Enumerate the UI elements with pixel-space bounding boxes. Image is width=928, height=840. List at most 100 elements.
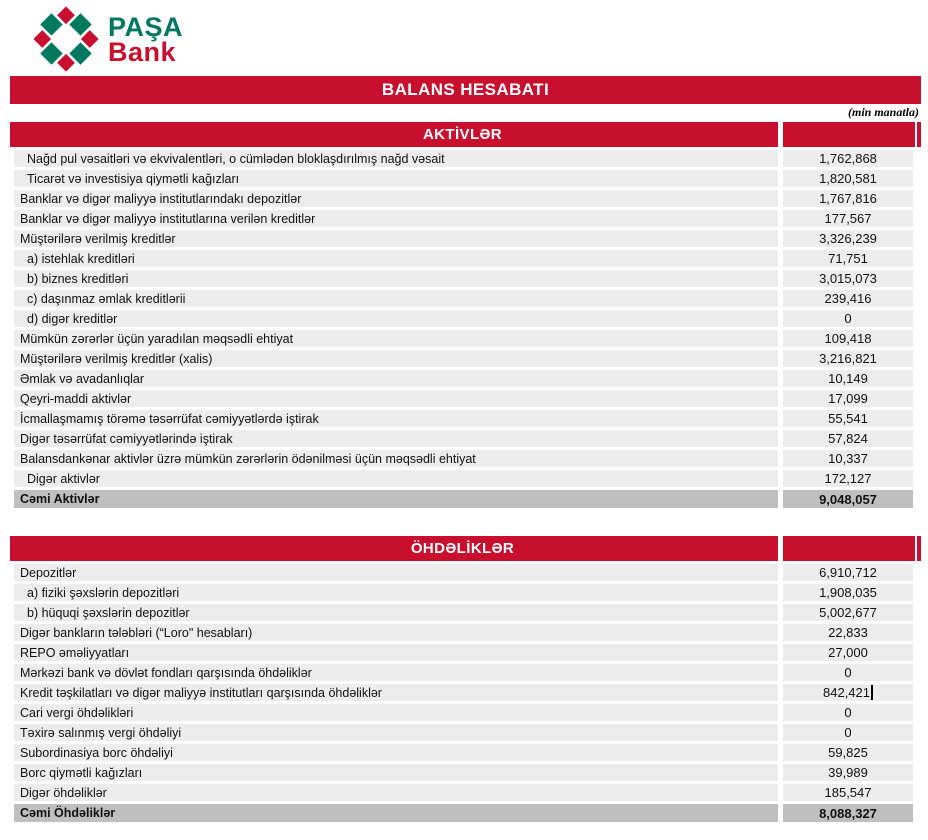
table-row: Banklar və digər maliyyə institutlarında… [10, 190, 921, 207]
row-label: Əmlak və avadanlıqlar [14, 370, 778, 387]
row-value: 3,015,073 [783, 270, 913, 287]
section-header: ÖHDƏLİKLƏR [10, 536, 915, 561]
table-row: Əmlak və avadanlıqlar 10,149 [10, 370, 921, 387]
table-row: a) istehlak kreditləri 71,751 [10, 250, 921, 267]
table-row: Depozitlər 6,910,712 [10, 564, 921, 581]
report-title-bar: BALANS HESABATI [10, 76, 921, 104]
row-label: Cari vergi öhdəlikləri [14, 704, 778, 721]
table-row: Subordinasiya borc öhdəliyi 59,825 [10, 744, 921, 761]
brand-name-bank: Bank [108, 37, 177, 67]
row-value: 39,989 [783, 764, 913, 781]
table-row: REPO əməliyyatları 27,000 [10, 644, 921, 661]
total-row: Cəmi Aktivlər 9,048,057 [10, 490, 921, 508]
row-value: 0 [783, 704, 913, 721]
row-value: 0 [783, 664, 913, 681]
row-value: 172,127 [783, 470, 913, 487]
report-title: BALANS HESABATI [381, 80, 550, 99]
row-label: Kredit təşkilatları və digər maliyyə ins… [14, 684, 778, 701]
row-value: 57,824 [783, 430, 913, 447]
row-value: 6,910,712 [783, 564, 913, 581]
row-value: 59,825 [783, 744, 913, 761]
row-label: b) biznes kreditləri [14, 270, 778, 287]
table-row: Nağd pul vəsaitləri və ekvivalentləri, o… [10, 150, 921, 167]
row-label: Qeyri-maddi aktivlər [14, 390, 778, 407]
section-header: AKTİVLƏR [10, 122, 915, 147]
row-value: 27,000 [783, 644, 913, 661]
table-row: b) biznes kreditləri 3,015,073 [10, 270, 921, 287]
brand-name-pasha: PAŞA [108, 12, 184, 42]
row-value: 17,099 [783, 390, 913, 407]
row-label: a) fiziki şəxslərin depozitləri [14, 584, 778, 601]
row-label: Depozitlər [14, 564, 778, 581]
row-label: Digər öhdəliklər [14, 784, 778, 801]
row-value[interactable]: 842,421 [783, 684, 913, 701]
row-value: 22,833 [783, 624, 913, 641]
brand-wordmark: PAŞA Bank [108, 6, 184, 67]
table-row: Təxirə salınmış vergi öhdəliyi 0 [10, 724, 921, 741]
row-label: Banklar və digər maliyyə institutlarında… [14, 190, 778, 207]
table-row: Cari vergi öhdəlikləri 0 [10, 704, 921, 721]
total-value: 9,048,057 [783, 490, 913, 508]
row-label: c) daşınmaz əmlak kreditlərii [14, 290, 778, 307]
row-label: a) istehlak kreditləri [14, 250, 778, 267]
table-row: Digər öhdəliklər 185,547 [10, 784, 921, 801]
row-value: 3,216,821 [783, 350, 913, 367]
table-row: Ticarət və investisiya qiymətli kağızlar… [10, 170, 921, 187]
brand-header: PAŞA Bank [0, 0, 928, 76]
total-row: Cəmi Öhdəliklər 8,088,327 [10, 804, 921, 822]
row-value: 177,567 [783, 210, 913, 227]
section-rows: Nağd pul vəsaitləri və ekvivalentləri, o… [10, 150, 921, 487]
row-label: Mərkəzi bank və dövlət fondları qarşısın… [14, 664, 778, 681]
row-value: 55,541 [783, 410, 913, 427]
table-row: b) hüquqi şəxslərin depozitlər 5,002,677 [10, 604, 921, 621]
table-row: İcmallaşmamış törəmə təsərrüfat cəmiyyət… [10, 410, 921, 427]
section-header-tail [917, 536, 921, 561]
table-row: a) fiziki şəxslərin depozitləri 1,908,03… [10, 584, 921, 601]
row-label: Borc qiymətli kağızları [14, 764, 778, 781]
row-label: REPO əməliyyatları [14, 644, 778, 661]
row-label: d) digər kreditlər [14, 310, 778, 327]
row-label: Müştərilərə verilmiş kreditlər [14, 230, 778, 247]
row-value: 3,326,239 [783, 230, 913, 247]
row-value: 1,762,868 [783, 150, 913, 167]
row-value: 185,547 [783, 784, 913, 801]
row-label: Təxirə salınmış vergi öhdəliyi [14, 724, 778, 741]
table-row: Müştərilərə verilmiş kreditlər (xalis) 3… [10, 350, 921, 367]
row-value: 239,416 [783, 290, 913, 307]
table-row: c) daşınmaz əmlak kreditlərii 239,416 [10, 290, 921, 307]
section-rows: Depozitlər 6,910,712 a) fiziki şəxslərin… [10, 564, 921, 801]
table-row: Kredit təşkilatları və digər maliyyə ins… [10, 684, 921, 701]
row-value: 109,418 [783, 330, 913, 347]
row-value: 1,908,035 [783, 584, 913, 601]
row-value: 1,820,581 [783, 170, 913, 187]
row-value: 5,002,677 [783, 604, 913, 621]
table-row: Borc qiymətli kağızları 39,989 [10, 764, 921, 781]
row-label: Digər bankların tələbləri (“Loro" hesabl… [14, 624, 778, 641]
table-row: Mərkəzi bank və dövlət fondları qarşısın… [10, 664, 921, 681]
row-label: Nağd pul vəsaitləri və ekvivalentləri, o… [14, 150, 778, 167]
row-label: Digər təsərrüfat cəmiyyətlərində iştirak [14, 430, 778, 447]
table-row: Balansdankənar aktivlər üzrə mümkün zərə… [10, 450, 921, 467]
table-row: Digər aktivlər 172,127 [10, 470, 921, 487]
row-label: b) hüquqi şəxslərin depozitlər [14, 604, 778, 621]
text-cursor [871, 685, 873, 700]
table-row: d) digər kreditlər 0 [10, 310, 921, 327]
row-value: 10,149 [783, 370, 913, 387]
row-value: 0 [783, 310, 913, 327]
unit-note: (min manatla) [847, 105, 919, 119]
row-value: 71,751 [783, 250, 913, 267]
row-label: Balansdankənar aktivlər üzrə mümkün zərə… [14, 450, 778, 467]
row-label: İcmallaşmamış törəmə təsərrüfat cəmiyyət… [14, 410, 778, 427]
report-body: BALANS HESABATI (min manatla) AKTİVLƏR N… [10, 76, 921, 822]
row-label: Mümkün zərərlər üçün yaradılan məqsədli … [14, 330, 778, 347]
table-row: Banklar və digər maliyyə institutlarına … [10, 210, 921, 227]
section-header-bar: AKTİVLƏR [10, 122, 921, 147]
row-value: 1,767,816 [783, 190, 913, 207]
row-label: Müştərilərə verilmiş kreditlər (xalis) [14, 350, 778, 367]
table-row: Müştərilərə verilmiş kreditlər 3,326,239 [10, 230, 921, 247]
pasha-bank-logo-icon [33, 6, 99, 72]
row-label: Subordinasiya borc öhdəliyi [14, 744, 778, 761]
row-value: 0 [783, 724, 913, 741]
table-row: Digər bankların tələbləri (“Loro" hesabl… [10, 624, 921, 641]
